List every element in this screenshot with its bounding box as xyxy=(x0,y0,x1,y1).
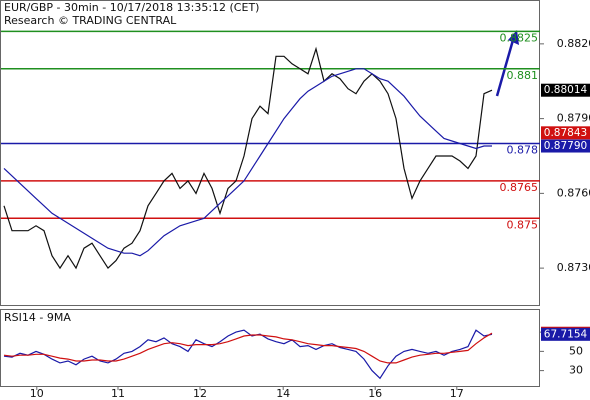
forecast-arrow-head xyxy=(508,30,519,45)
level-label: 0.875 xyxy=(507,218,539,231)
x-tick-label: 12 xyxy=(193,387,207,400)
price-marker-label: 0.88014 xyxy=(544,84,588,96)
level-label: 0.878 xyxy=(507,144,539,157)
main-frame xyxy=(0,0,540,306)
level-label: 0.8825 xyxy=(500,31,539,44)
y-tick-label: 30 xyxy=(569,364,583,377)
x-tick-label: 11 xyxy=(111,387,125,400)
level-label: 0.8765 xyxy=(500,181,539,194)
x-tick-label: 14 xyxy=(276,387,290,400)
series-line xyxy=(3,332,493,364)
price-marker xyxy=(541,139,590,153)
price-marker-label: 0.87843 xyxy=(544,127,587,139)
rsi-title: RSI14 - 9MA xyxy=(4,311,71,324)
price-marker xyxy=(541,126,590,140)
x-tick-label: 17 xyxy=(450,387,464,400)
series-line xyxy=(3,68,492,257)
series-line xyxy=(3,329,493,380)
price-marker-label: 67.7154 xyxy=(544,328,588,340)
x-tick-label: 10 xyxy=(30,387,44,400)
rsi-frame xyxy=(0,309,540,387)
price-marker xyxy=(541,83,590,97)
x-tick-label: 16 xyxy=(368,387,382,400)
y-tick-label: 50 xyxy=(569,344,583,357)
chart-title: EUR/GBP - 30min - 10/17/2018 13:35:12 (C… xyxy=(4,1,259,14)
price-marker xyxy=(541,327,590,341)
price-marker-label: 0.87790 xyxy=(544,140,587,152)
forecast-arrow xyxy=(495,39,515,97)
series-line xyxy=(3,46,493,270)
chart-subtitle: Research © TRADING CENTRAL xyxy=(4,14,177,27)
level-label: 0.881 xyxy=(507,69,539,82)
